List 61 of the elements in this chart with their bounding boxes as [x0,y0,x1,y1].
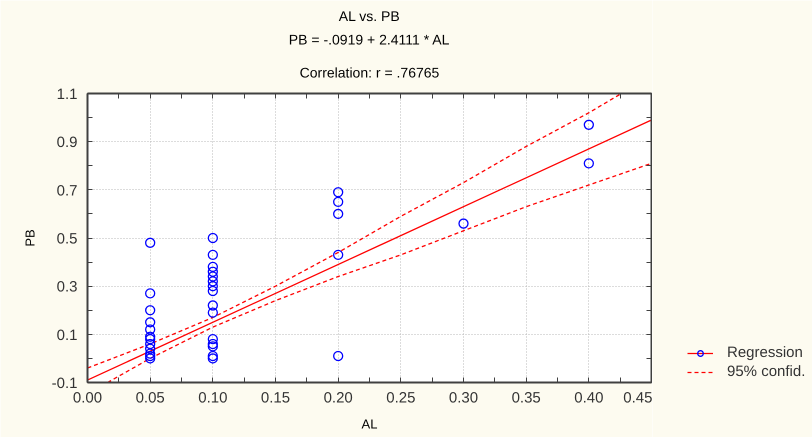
y-tick-label: 0.5 [56,230,78,248]
point [208,338,218,350]
y-tick-label: 0.1 [56,326,78,344]
point [208,341,218,352]
point [145,332,156,342]
y-tick-label: 1.1 [56,86,78,103]
x-tick-label: 0.05 [136,390,165,406]
y-tick-label: 0.3 [56,278,78,296]
point [208,353,218,364]
x-tick-label: 0.40 [574,390,604,406]
point [145,324,156,335]
point [458,218,469,229]
x-tick-label: 0.10 [198,390,228,406]
point [145,305,156,316]
point [145,344,156,354]
y-axis-title: PB [22,229,38,247]
x-tick-label: 0.15 [260,390,290,406]
chart-title: AL vs. PB [338,8,400,24]
point [145,238,156,248]
x-tick-label: 0.35 [512,390,541,406]
point [208,286,218,296]
point [145,338,156,350]
point [333,350,344,362]
point [145,288,156,299]
point [208,276,218,286]
point [208,334,218,344]
x-tick-label: 0.30 [448,390,478,406]
x-tick-label: 0.25 [386,390,416,406]
point [584,158,594,168]
y-tick-label: 0.9 [56,134,78,152]
point [208,300,218,311]
y-tick-label: 0.7 [56,182,78,200]
text: Correlation: r = .76765 [300,64,440,80]
point [208,266,218,277]
point [333,187,344,198]
line-series [88,94,622,369]
point [145,353,156,364]
point [208,281,218,292]
point [208,271,218,282]
point [208,350,218,362]
point [145,334,156,344]
x-tick-label: 0.20 [324,390,353,406]
point [208,232,218,244]
point [145,317,156,328]
point [145,348,156,359]
point [584,120,594,130]
point [333,208,344,220]
point [333,250,344,260]
point [333,196,344,208]
legend-label: 95% confid. [727,363,806,380]
point [208,250,218,260]
y-tick-label: -0.1 [52,375,78,392]
chart-subtitle: PB = -.0919 + 2.4111 * AL [288,32,450,48]
x-tick-label: 0.00 [72,390,102,406]
point [208,308,218,318]
point [145,350,156,362]
legend-label: Regression [727,344,803,361]
x-tick-label: 0.45 [623,390,653,406]
x-axis-title: AL [362,416,378,432]
point [208,262,218,272]
line-series [106,162,652,382]
